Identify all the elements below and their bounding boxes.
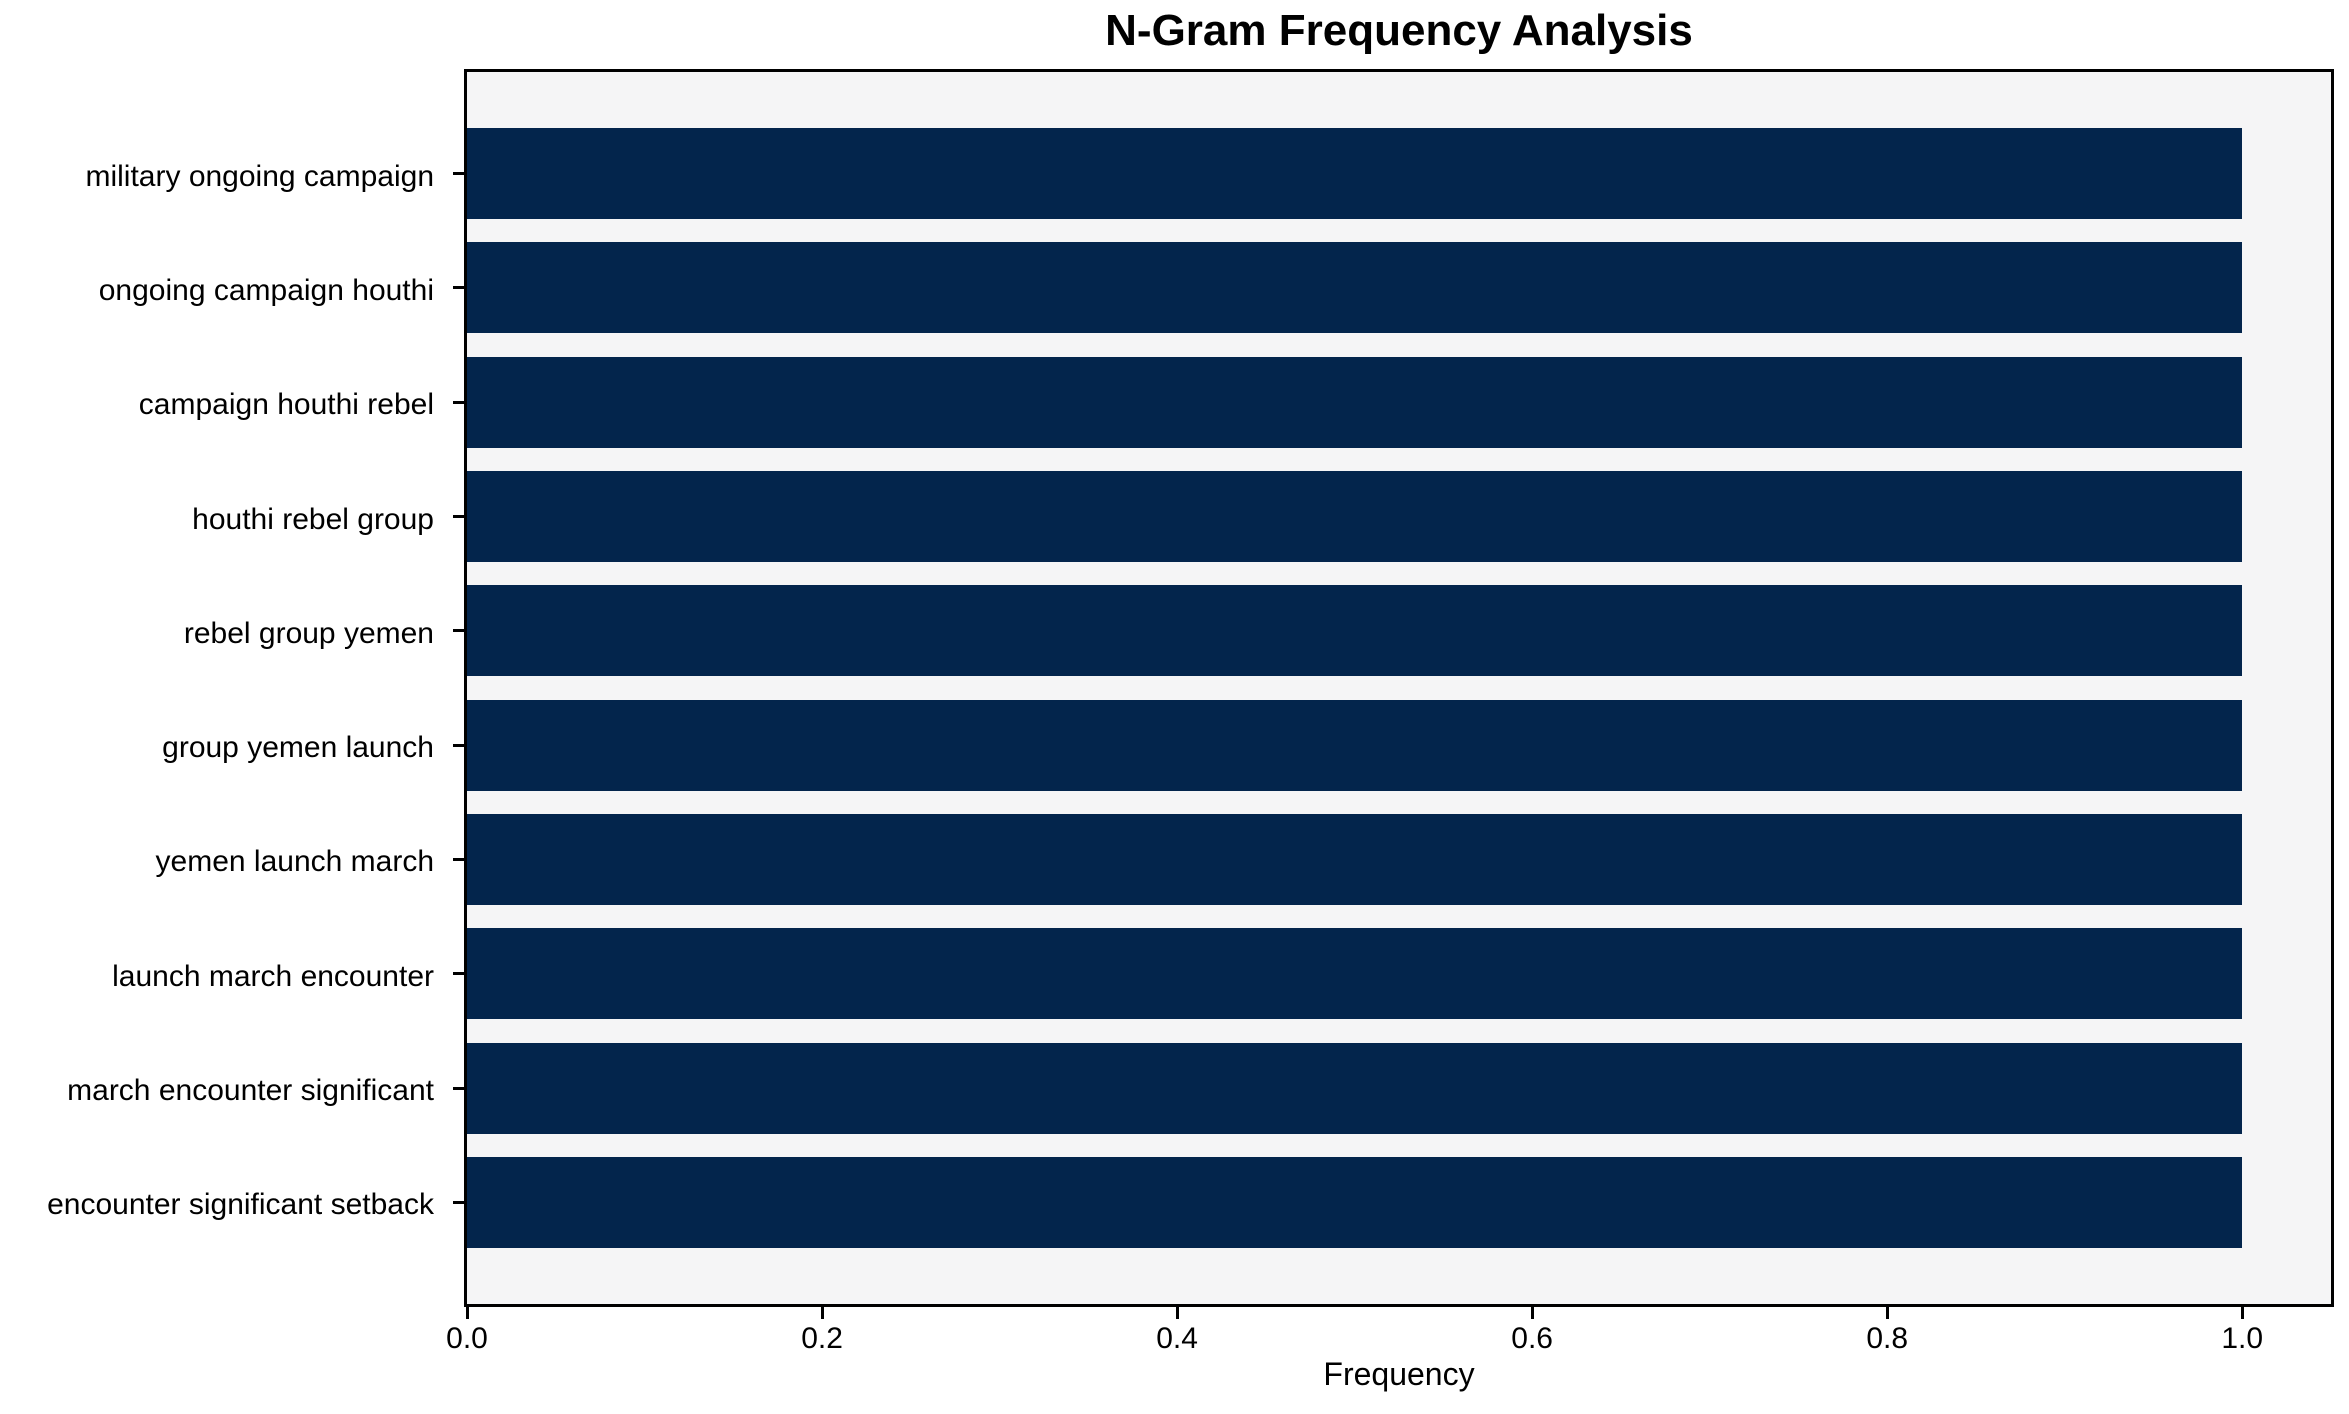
y-tick-label: ongoing campaign houthi — [98, 273, 434, 307]
y-tick-label: houthi rebel group — [192, 502, 434, 536]
y-tick — [453, 972, 467, 976]
y-tick — [453, 286, 467, 290]
x-tick-label: 1.0 — [2221, 1322, 2264, 1355]
y-tick — [453, 743, 467, 747]
x-tick-label: 0.4 — [1156, 1322, 1198, 1355]
y-tick — [453, 400, 467, 404]
bar — [467, 699, 2243, 791]
y-tick-label: military ongoing campaign — [85, 159, 434, 193]
x-tick-label: 0.0 — [446, 1322, 488, 1355]
y-tick — [453, 1200, 467, 1204]
y-tick-label: launch march encounter — [112, 959, 434, 993]
x-tick — [820, 1307, 824, 1319]
y-tick-label: march encounter significant — [67, 1074, 434, 1108]
x-tick-label: 0.6 — [1511, 1322, 1553, 1355]
bar — [467, 242, 2243, 334]
plot-area — [464, 69, 2334, 1307]
x-tick — [2240, 1307, 2244, 1319]
bar — [467, 128, 2243, 220]
bar — [467, 813, 2243, 905]
y-tick — [453, 172, 467, 176]
x-tick-label: 0.8 — [1866, 1322, 1909, 1355]
x-tick — [1175, 1307, 1179, 1319]
y-tick-label: encounter significant setback — [47, 1188, 434, 1222]
x-tick — [465, 1307, 469, 1319]
y-tick — [453, 857, 467, 861]
bar — [467, 1156, 2243, 1248]
y-tick-label: campaign houthi rebel — [138, 388, 434, 422]
y-tick-label: yemen launch march — [155, 845, 434, 879]
x-axis-label: Frequency — [1323, 1356, 1475, 1392]
y-tick-label: group yemen launch — [162, 731, 434, 765]
bar — [467, 356, 2243, 448]
x-tick — [1885, 1307, 1889, 1319]
bar — [467, 471, 2243, 563]
y-tick — [453, 629, 467, 633]
y-tick — [453, 515, 467, 519]
bar — [467, 1042, 2243, 1134]
y-tick-label: rebel group yemen — [183, 616, 434, 650]
chart-title: N-Gram Frequency Analysis — [1105, 6, 1693, 55]
bar — [467, 928, 2243, 1020]
x-tick — [1530, 1307, 1534, 1319]
x-tick-label: 0.2 — [801, 1322, 843, 1355]
bar — [467, 585, 2243, 677]
y-tick — [453, 1086, 467, 1090]
